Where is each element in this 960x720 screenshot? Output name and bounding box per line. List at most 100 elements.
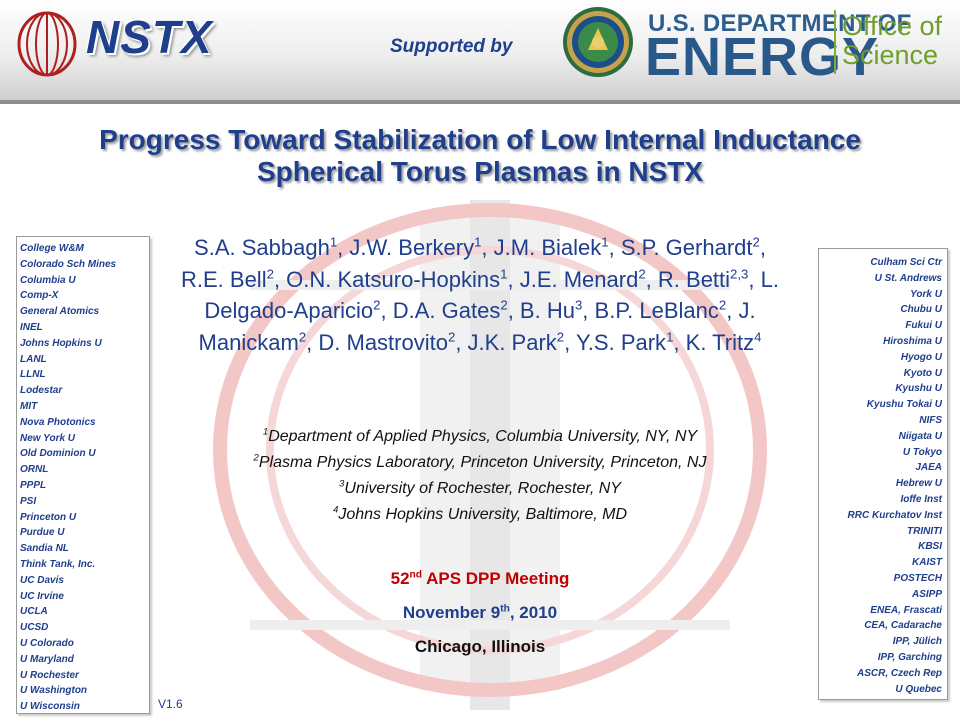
affiliation-line: 1Department of Applied Physics, Columbia…: [262, 426, 698, 445]
author-affiliation-marker: 2: [718, 297, 727, 313]
author-name: S.A. Sabbagh: [194, 235, 330, 260]
doe-seal-icon: [563, 7, 633, 77]
institution-item: NIFS: [919, 414, 942, 426]
institution-item: U St. Andrews: [874, 272, 942, 284]
institution-item: Lodestar: [20, 385, 63, 397]
institution-item: JAEA: [915, 462, 942, 474]
page-title: Progress Toward Stabilization of Low Int…: [0, 124, 960, 188]
institution-item: ASCR, Czech Rep: [856, 667, 942, 679]
version-label: V1.6: [158, 697, 183, 711]
title-line1: Progress Toward Stabilization of Low Int…: [99, 124, 861, 155]
institution-item: PSI: [20, 495, 37, 507]
affiliation-line: 3University of Rochester, Rochester, NY: [339, 478, 621, 497]
author-affiliation-marker: 2: [556, 329, 565, 345]
institution-item: Purdue U: [20, 527, 65, 539]
institution-item: KBSI: [918, 541, 942, 553]
institution-item: Columbia U: [20, 274, 76, 286]
institution-item: U Maryland: [20, 653, 74, 665]
affiliation-line: 2Plasma Physics Laboratory, Princeton Un…: [253, 452, 707, 471]
institution-item: Niigata U: [898, 430, 942, 442]
author-name: D. Mastrovito: [318, 329, 448, 355]
institution-item: MIT: [20, 400, 38, 412]
author-affiliation-marker: 2: [266, 266, 274, 282]
institution-item: IPP, Garching: [877, 651, 942, 663]
author-affiliation-marker: 2: [373, 297, 381, 313]
meeting-name: 52nd APS DPP Meeting: [390, 569, 570, 588]
institution-item: Johns Hopkins U: [20, 337, 102, 349]
author-name: J.K. Park: [467, 329, 557, 355]
meeting-location: Chicago, Illinois: [414, 637, 546, 656]
author-affiliation-marker: 2: [500, 297, 508, 313]
author-affiliation-marker: 1: [601, 234, 609, 250]
affiliation-list: 1Department of Applied Physics, Columbia…: [160, 424, 800, 528]
author-list: S.A. Sabbagh1, J.W. Berkery1, J.M. Biale…: [181, 234, 779, 355]
institution-item: Ioffe Inst: [900, 493, 942, 505]
author-affiliation-marker: 1: [474, 234, 482, 250]
institution-item: U Wisconsin: [20, 701, 80, 713]
institution-item: Colorado Sch Mines: [20, 258, 117, 270]
institution-item: PPPL: [20, 479, 47, 491]
author-name: R.E. Bell: [181, 266, 267, 292]
institution-item: U Washington: [20, 685, 88, 697]
institution-item: TRINITI: [907, 525, 942, 537]
institution-item: Old Dominion U: [20, 448, 96, 460]
nstx-logo-text: NSTX: [86, 11, 213, 63]
institution-item: RRC Kurchatov Inst: [847, 509, 942, 521]
author-name: J. Manickam: [198, 298, 756, 355]
institution-item: Nova Photonics: [20, 416, 96, 428]
author-name: D.A. Gates: [392, 298, 501, 323]
institution-item: U Tokyo: [902, 446, 942, 458]
author-name: B. Hu: [519, 298, 575, 323]
institution-item: LANL: [20, 353, 47, 365]
header-banner: [0, 0, 960, 100]
institution-item: Hebrew U: [895, 478, 942, 490]
institution-item: ENEA, Frascati: [870, 604, 942, 616]
author-name: K. Tritz: [685, 329, 755, 355]
institution-item: General Atomics: [20, 306, 100, 318]
author-affiliation-marker: 2: [447, 329, 456, 345]
institution-item: IPP, Jülich: [892, 636, 942, 648]
institution-item: New York U: [20, 432, 76, 444]
institution-item: Sandia NL: [20, 543, 69, 555]
institution-item: UC Davis: [20, 574, 64, 586]
institution-item: LLNL: [20, 369, 46, 381]
institution-item: UCLA: [20, 606, 48, 618]
institution-item: York U: [910, 288, 942, 300]
institution-item: UC Irvine: [20, 590, 64, 602]
institution-item: Comp-X: [20, 290, 59, 302]
institution-item: Think Tank, Inc.: [20, 558, 96, 570]
author-name: O.N. Katsuro-Hopkins: [286, 266, 501, 292]
left-institutions-list: College W&M Colorado Sch Mines Columbia U C…: [17, 237, 149, 715]
doe-line1: U.S. DEPARTMENT OF: [648, 10, 912, 37]
right-institutions-box: Culham Sci Ctr U St. Andrews York U Chubu U…: [818, 248, 948, 700]
author-name: B.P. LeBlanc: [594, 298, 719, 323]
office-line2: Science: [842, 40, 939, 70]
author-name: S.P. Gerhardt: [620, 235, 753, 260]
author-name: J.M. Bialek: [493, 235, 602, 260]
header-divider: [0, 100, 960, 104]
institution-item: UCSD: [20, 622, 49, 634]
nstx-torus-icon: [17, 11, 77, 77]
institution-item: Chubu U: [900, 304, 942, 316]
author-affiliation-marker: 2: [752, 234, 760, 250]
author-name: J.E. Menard: [519, 266, 639, 292]
institution-item: Kyoto U: [903, 367, 942, 379]
office-line1: Office of: [842, 11, 943, 41]
institution-item: Hyogo U: [900, 351, 942, 363]
doe-divider: [834, 10, 836, 74]
institution-item: ORNL: [20, 464, 49, 476]
affiliation-line: 4Johns Hopkins University, Baltimore, MD: [332, 504, 628, 523]
office-of-science: Office of Science: [842, 12, 942, 70]
institution-item: College W&M: [20, 243, 84, 254]
institution-item: Princeton U: [20, 511, 77, 523]
doe-line2: ENERGY: [645, 27, 880, 87]
institution-item: U Colorado: [20, 637, 74, 649]
right-institutions-list: Culham Sci Ctr U St. Andrews York U Chubu U…: [819, 249, 947, 697]
author-affiliation-marker: 4: [754, 329, 762, 345]
meeting-date: November 9th, 2010: [402, 603, 558, 622]
author-affiliation-marker: 3: [574, 297, 583, 313]
author-name: R. Betti: [657, 266, 731, 292]
institution-item: Culham Sci Ctr: [870, 257, 942, 268]
institution-item: ASIPP: [911, 588, 942, 600]
author-affiliation-marker: 2: [298, 329, 307, 345]
